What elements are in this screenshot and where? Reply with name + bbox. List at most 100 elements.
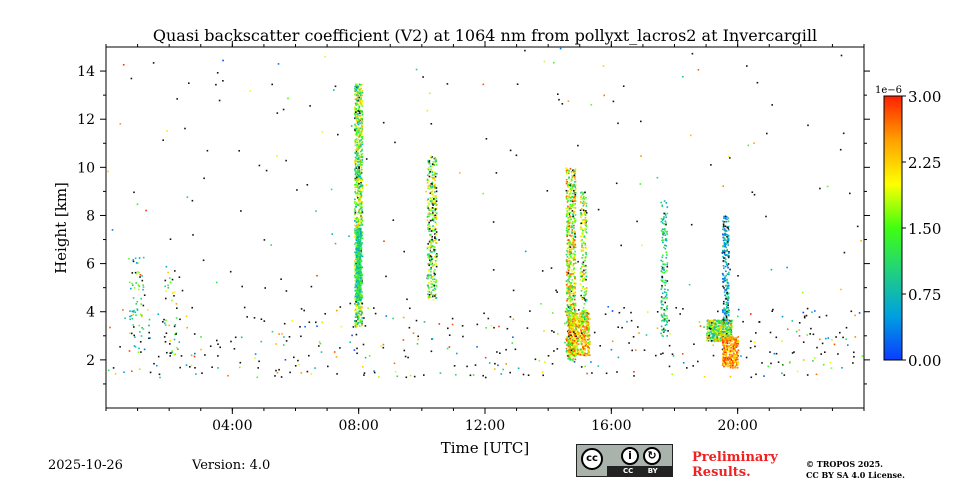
backscatter-pixel bbox=[339, 347, 341, 349]
backscatter-pixel bbox=[358, 179, 360, 181]
backscatter-pixel bbox=[722, 251, 724, 253]
backscatter-pixel bbox=[603, 94, 605, 97]
backscatter-pixel bbox=[365, 184, 368, 186]
backscatter-pixel bbox=[574, 305, 577, 308]
backscatter-pixel bbox=[570, 334, 572, 336]
backscatter-pixel bbox=[568, 209, 570, 211]
backscatter-pixel bbox=[568, 303, 571, 306]
backscatter-pixel bbox=[708, 336, 710, 339]
backscatter-pixel bbox=[356, 195, 358, 197]
backscatter-pixel bbox=[472, 374, 475, 376]
backscatter-pixel bbox=[569, 273, 572, 275]
backscatter-pixel bbox=[354, 141, 357, 144]
backscatter-pixel bbox=[331, 233, 333, 235]
backscatter-pixel bbox=[584, 322, 587, 325]
backscatter-pixel bbox=[427, 185, 430, 187]
backscatter-pixel bbox=[359, 239, 362, 242]
backscatter-pixel bbox=[575, 335, 577, 338]
backscatter-pixel bbox=[318, 341, 321, 343]
backscatter-pixel bbox=[433, 250, 436, 253]
backscatter-pixel bbox=[582, 229, 584, 232]
backscatter-pixel bbox=[726, 297, 729, 300]
backscatter-pixel bbox=[354, 108, 356, 110]
backscatter-pixel bbox=[570, 274, 572, 276]
backscatter-pixel bbox=[708, 333, 711, 335]
backscatter-pixel bbox=[576, 321, 579, 324]
backscatter-pixel bbox=[723, 329, 726, 331]
backscatter-pixel bbox=[572, 346, 574, 348]
backscatter-pixel bbox=[570, 340, 573, 343]
backscatter-pixel bbox=[527, 374, 530, 376]
backscatter-pixel bbox=[679, 313, 681, 315]
backscatter-pixel bbox=[660, 307, 663, 309]
backscatter-pixel bbox=[716, 330, 718, 333]
backscatter-pixel bbox=[579, 320, 582, 323]
backscatter-pixel bbox=[570, 230, 573, 233]
backscatter-pixel bbox=[661, 219, 664, 222]
backscatter-pixel bbox=[724, 320, 726, 323]
backscatter-pixel bbox=[434, 255, 436, 258]
backscatter-pixel bbox=[428, 249, 431, 251]
backscatter-pixel bbox=[434, 202, 437, 205]
backscatter-pixel bbox=[568, 351, 570, 353]
backscatter-pixel bbox=[358, 284, 360, 287]
backscatter-pixel bbox=[430, 200, 432, 203]
backscatter-pixel bbox=[665, 292, 668, 294]
backscatter-pixel bbox=[357, 258, 360, 261]
backscatter-pixel bbox=[361, 209, 363, 211]
backscatter-pixel bbox=[337, 133, 339, 136]
backscatter-pixel bbox=[283, 336, 285, 338]
backscatter-pixel bbox=[788, 361, 791, 364]
backscatter-pixel bbox=[725, 246, 727, 249]
backscatter-pixel bbox=[833, 343, 836, 346]
backscatter-pixel bbox=[433, 278, 436, 280]
backscatter-pixel bbox=[359, 294, 362, 297]
backscatter-pixel bbox=[574, 169, 577, 172]
backscatter-pixel bbox=[580, 366, 583, 368]
backscatter-pixel bbox=[569, 351, 572, 354]
backscatter-pixel bbox=[850, 310, 853, 313]
backscatter-pixel bbox=[574, 262, 577, 264]
backscatter-pixel bbox=[487, 317, 490, 320]
backscatter-pixel bbox=[356, 87, 359, 90]
backscatter-pixel bbox=[663, 269, 665, 271]
backscatter-pixel bbox=[359, 96, 362, 98]
backscatter-pixel bbox=[431, 171, 434, 173]
backscatter-pixel bbox=[546, 190, 549, 192]
backscatter-pixel bbox=[713, 322, 715, 325]
backscatter-pixel bbox=[583, 303, 586, 305]
backscatter-pixel bbox=[434, 199, 437, 202]
backscatter-pixel bbox=[484, 356, 487, 359]
backscatter-pixel bbox=[428, 269, 430, 271]
backscatter-pixel bbox=[820, 353, 822, 355]
backscatter-pixel bbox=[730, 347, 733, 349]
backscatter-pixel bbox=[164, 279, 167, 282]
backscatter-pixel bbox=[755, 373, 757, 376]
backscatter-pixel bbox=[728, 255, 730, 257]
backscatter-pixel bbox=[431, 238, 433, 241]
backscatter-pixel bbox=[356, 296, 359, 299]
backscatter-pixel bbox=[726, 235, 728, 238]
backscatter-pixel bbox=[360, 181, 362, 184]
backscatter-pixel bbox=[726, 349, 728, 351]
backscatter-pixel bbox=[402, 339, 405, 341]
backscatter-pixel bbox=[666, 297, 668, 299]
backscatter-pixel bbox=[736, 352, 738, 354]
backscatter-pixel bbox=[574, 254, 576, 256]
backscatter-pixel bbox=[260, 318, 263, 320]
backscatter-pixel bbox=[723, 243, 726, 246]
backscatter-pixel bbox=[727, 339, 730, 341]
backscatter-pixel bbox=[361, 231, 364, 234]
backscatter-pixel bbox=[359, 293, 362, 296]
backscatter-pixel bbox=[581, 352, 583, 355]
backscatter-pixel bbox=[360, 185, 362, 188]
backscatter-pixel bbox=[584, 244, 587, 247]
backscatter-pixel bbox=[713, 321, 716, 324]
backscatter-pixel bbox=[586, 328, 589, 330]
backscatter-pixel bbox=[162, 321, 164, 323]
backscatter-pixel bbox=[586, 327, 588, 329]
backscatter-pixel bbox=[357, 110, 360, 112]
backscatter-pixel bbox=[134, 257, 137, 260]
backscatter-pixel bbox=[567, 217, 569, 219]
backscatter-pixel bbox=[729, 157, 731, 159]
